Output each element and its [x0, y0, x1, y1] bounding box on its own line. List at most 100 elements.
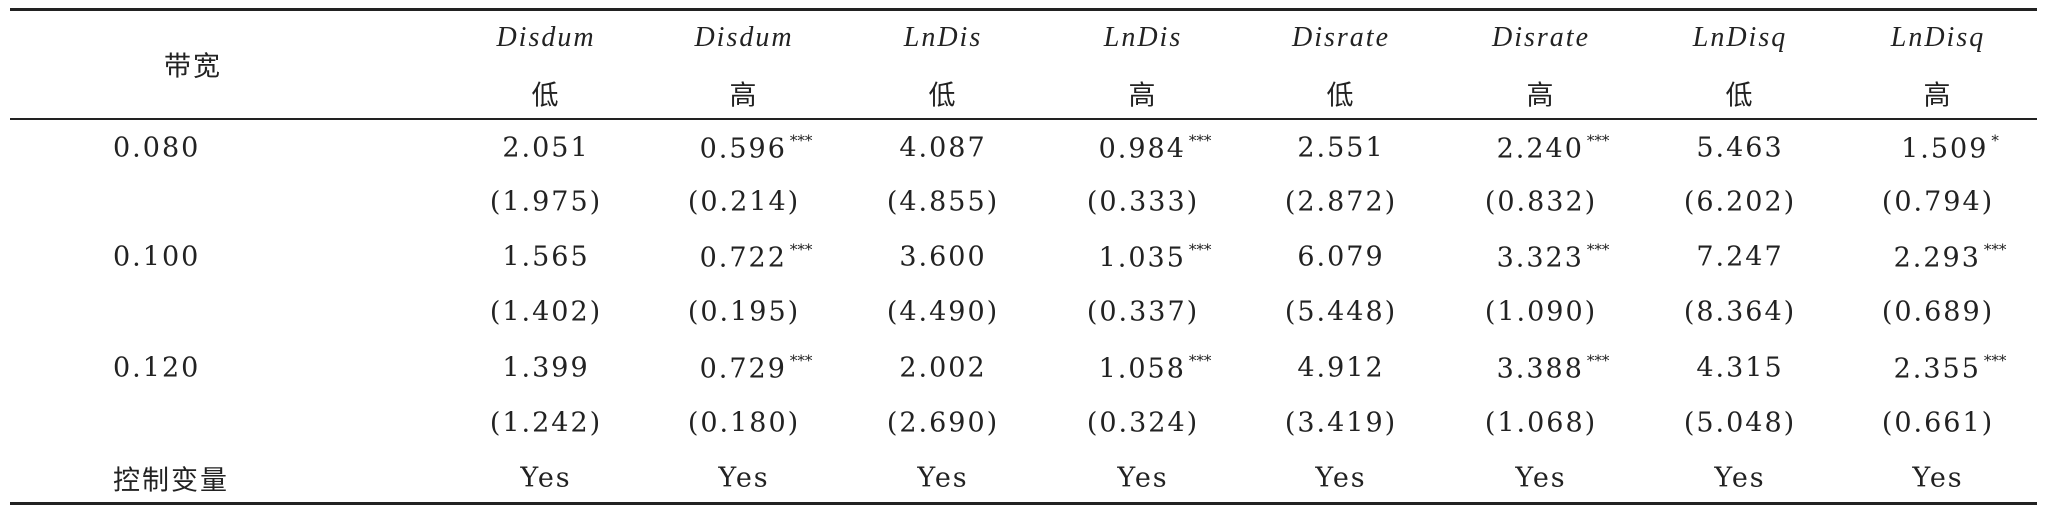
corner-label: 带宽: [164, 51, 222, 83]
cell: (1.402): [490, 297, 602, 328]
header-variable: Disdum: [694, 22, 794, 53]
cell: 3.388 ***: [1497, 352, 1610, 385]
cell-value: Yes: [1515, 462, 1567, 494]
cell: 2.551: [1297, 133, 1384, 164]
cell-value: 4.087: [899, 132, 987, 164]
cell-value: 6.079: [1297, 241, 1385, 273]
significance-stars: ***: [1586, 240, 1610, 259]
row-label: 0.100: [113, 241, 201, 273]
significance-stars: ***: [1983, 351, 2007, 370]
header-group: 低: [1725, 80, 1755, 112]
cell: 1.035 ***: [1099, 241, 1212, 274]
header-variable: Disrate: [1492, 22, 1590, 53]
header-variable: Disrate: [1292, 22, 1390, 53]
cell-value: Yes: [917, 462, 969, 494]
cell-value: 2.240: [1496, 133, 1584, 165]
cell: (1.975): [490, 187, 602, 218]
cell: 4.087: [899, 133, 986, 164]
cell-value: (1.090): [1484, 296, 1598, 328]
cell-value: 3.600: [899, 241, 987, 273]
cell-value: (0.794): [1881, 186, 1995, 218]
significance-stars: *: [1991, 131, 1999, 150]
row-label: 0.120: [113, 352, 201, 384]
cell: Yes: [1315, 463, 1366, 494]
cell: (5.448): [1285, 297, 1397, 328]
cell-value: (0.180): [687, 407, 801, 439]
header-group: 高: [1526, 80, 1556, 112]
cell: 2.293 ***: [1894, 241, 2007, 274]
cell-value: Yes: [1714, 462, 1766, 494]
cell: (0.832): [1485, 187, 1597, 218]
cell-value: (2.690): [886, 407, 1000, 439]
cell: (5.048): [1684, 408, 1796, 439]
cell: (2.690): [887, 408, 999, 439]
cell: 2.355 ***: [1894, 352, 2007, 385]
cell-value: 1.399: [502, 352, 590, 384]
cell-value: (0.324): [1086, 407, 1200, 439]
header-group: 低: [531, 80, 561, 112]
cell-value: (6.202): [1683, 186, 1797, 218]
cell-value: 1.035: [1098, 242, 1186, 274]
significance-stars: ***: [789, 240, 813, 259]
cell-value: (0.337): [1086, 296, 1200, 328]
header-group: 高: [729, 80, 759, 112]
cell-value: (5.048): [1683, 407, 1797, 439]
cell: (4.490): [887, 297, 999, 328]
cell: (0.333): [1087, 187, 1199, 218]
cell-value: 2.355: [1893, 353, 1981, 385]
cell: 1.565: [502, 242, 589, 273]
cell: 3.323 ***: [1497, 241, 1610, 274]
cell-value: 7.247: [1696, 241, 1784, 273]
header-group: 高: [1128, 80, 1158, 112]
significance-stars: ***: [789, 131, 813, 150]
cell: (1.068): [1485, 408, 1597, 439]
cell: 2.002: [899, 353, 986, 384]
header-variable: LnDis: [903, 22, 983, 53]
significance-stars: ***: [1188, 240, 1212, 259]
top-rule: [10, 8, 2037, 11]
cell-value: (1.068): [1484, 407, 1598, 439]
cell: (1.242): [490, 408, 602, 439]
bottom-rule: [10, 502, 2037, 505]
cell: (2.872): [1285, 187, 1397, 218]
cell: 1.509 *: [1901, 132, 1999, 165]
cell-value: Yes: [718, 462, 770, 494]
cell-value: (1.402): [489, 296, 603, 328]
cell-value: (0.195): [687, 296, 801, 328]
cell: 2.051: [502, 133, 589, 164]
row-label: 0.080: [113, 132, 201, 164]
cell-value: 0.984: [1098, 133, 1186, 165]
cell: 0.729 ***: [700, 352, 813, 385]
cell-value: (0.661): [1881, 407, 1995, 439]
significance-stars: ***: [1983, 240, 2007, 259]
cell-value: (0.333): [1086, 186, 1200, 218]
cell-value: Yes: [520, 462, 572, 494]
cell-value: 4.315: [1696, 352, 1784, 384]
cell-value: 5.463: [1696, 132, 1784, 164]
cell: (6.202): [1684, 187, 1796, 218]
header-variable: Disdum: [496, 22, 596, 53]
cell: 6.079: [1297, 242, 1384, 273]
significance-stars: ***: [1586, 131, 1610, 150]
cell: (0.195): [688, 297, 800, 328]
header-variable: LnDisq: [1692, 22, 1788, 53]
cell: 0.596 ***: [700, 132, 813, 165]
cell-value: (0.832): [1484, 186, 1598, 218]
cell: 5.463: [1696, 133, 1783, 164]
cell: (8.364): [1684, 297, 1796, 328]
cell-value: 0.722: [699, 242, 787, 274]
cell-value: 3.388: [1496, 353, 1584, 385]
cell: (0.324): [1087, 408, 1199, 439]
cell: (1.090): [1485, 297, 1597, 328]
cell: (0.337): [1087, 297, 1199, 328]
significance-stars: ***: [789, 351, 813, 370]
significance-stars: ***: [1188, 351, 1212, 370]
cell: 1.399: [502, 353, 589, 384]
cell: Yes: [718, 463, 769, 494]
cell-value: 1.509: [1901, 133, 1989, 165]
cell: (0.214): [688, 187, 800, 218]
cell: Yes: [1515, 463, 1566, 494]
header-group: 高: [1923, 80, 1953, 112]
significance-stars: ***: [1188, 131, 1212, 150]
cell: 3.600: [899, 242, 986, 273]
